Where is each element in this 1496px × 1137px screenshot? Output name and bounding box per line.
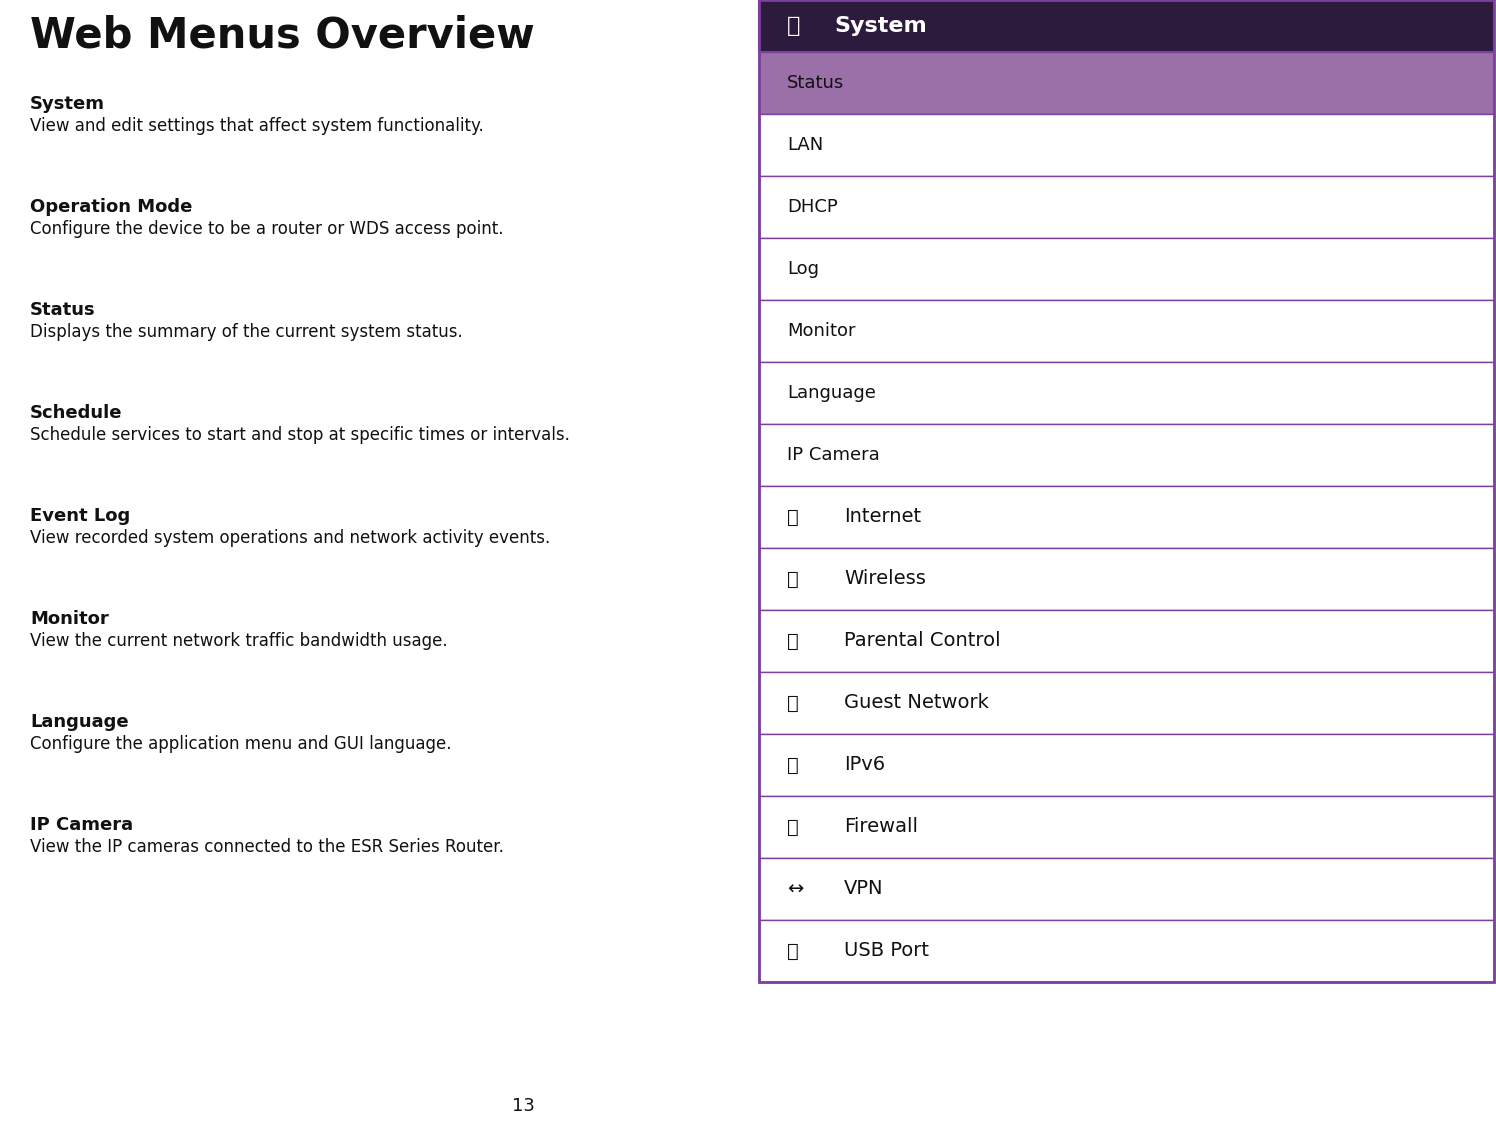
Text: USB Port: USB Port: [844, 941, 929, 961]
Text: Configure the device to be a router or WDS access point.: Configure the device to be a router or W…: [30, 219, 504, 238]
Bar: [758, 796, 1495, 858]
Bar: [758, 362, 1495, 424]
Bar: [758, 485, 1495, 548]
Text: Language: Language: [30, 713, 129, 731]
Text: Status: Status: [787, 74, 844, 92]
Text: Event Log: Event Log: [30, 507, 130, 525]
Text: Status: Status: [30, 301, 96, 319]
Bar: [758, 424, 1495, 485]
Text: 🛡: 🛡: [787, 818, 799, 837]
Text: 13: 13: [512, 1097, 536, 1115]
Text: IPv6: IPv6: [844, 755, 886, 774]
Bar: [758, 858, 1495, 920]
Text: Web Menus Overview: Web Menus Overview: [30, 15, 534, 57]
Text: Wireless: Wireless: [844, 570, 926, 589]
Text: Parental Control: Parental Control: [844, 631, 1001, 650]
Bar: [758, 920, 1495, 982]
Text: Operation Mode: Operation Mode: [30, 198, 193, 216]
Text: ↔: ↔: [787, 880, 803, 898]
Text: LAN: LAN: [787, 136, 823, 153]
Text: IP Camera: IP Camera: [787, 446, 880, 464]
Text: System: System: [833, 16, 926, 36]
Text: 👥: 👥: [787, 631, 799, 650]
Text: Internet: Internet: [844, 507, 922, 526]
Text: Schedule services to start and stop at specific times or intervals.: Schedule services to start and stop at s…: [30, 426, 570, 445]
Bar: [758, 0, 1495, 52]
Bar: [758, 548, 1495, 609]
Bar: [758, 52, 1495, 114]
Text: Language: Language: [787, 384, 875, 402]
Text: Schedule: Schedule: [30, 404, 123, 422]
Text: View the current network traffic bandwidth usage.: View the current network traffic bandwid…: [30, 632, 447, 650]
Text: VPN: VPN: [844, 880, 884, 898]
Bar: [758, 735, 1495, 796]
Bar: [758, 238, 1495, 300]
Text: 🌐: 🌐: [787, 507, 799, 526]
Text: 🔧: 🔧: [787, 694, 799, 713]
Text: Displays the summary of the current system status.: Displays the summary of the current syst…: [30, 323, 462, 341]
Text: 🖥: 🖥: [787, 16, 800, 36]
Text: Monitor: Monitor: [30, 609, 109, 628]
Text: 📡: 📡: [787, 570, 799, 589]
Text: DHCP: DHCP: [787, 198, 838, 216]
Text: 🔌: 🔌: [787, 941, 799, 961]
Text: Log: Log: [787, 260, 818, 279]
Text: Monitor: Monitor: [787, 322, 856, 340]
Text: View recorded system operations and network activity events.: View recorded system operations and netw…: [30, 529, 551, 547]
Bar: [758, 672, 1495, 735]
Bar: [758, 300, 1495, 362]
Bar: [758, 0, 1495, 982]
Text: View and edit settings that affect system functionality.: View and edit settings that affect syste…: [30, 117, 483, 135]
Text: Guest Network: Guest Network: [844, 694, 989, 713]
Text: System: System: [30, 96, 105, 113]
Text: View the IP cameras connected to the ESR Series Router.: View the IP cameras connected to the ESR…: [30, 838, 504, 856]
Text: Firewall: Firewall: [844, 818, 919, 837]
Text: Configure the application menu and GUI language.: Configure the application menu and GUI l…: [30, 735, 452, 753]
Text: IP Camera: IP Camera: [30, 816, 133, 835]
Bar: [758, 609, 1495, 672]
Bar: [758, 114, 1495, 176]
Text: 🔧: 🔧: [787, 755, 799, 774]
Bar: [758, 176, 1495, 238]
